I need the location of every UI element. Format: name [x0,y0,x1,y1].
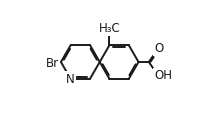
Text: O: O [154,42,163,55]
Text: H₃C: H₃C [99,22,121,35]
Text: Br: Br [46,57,59,70]
Text: OH: OH [154,69,172,82]
Text: N: N [66,73,74,86]
